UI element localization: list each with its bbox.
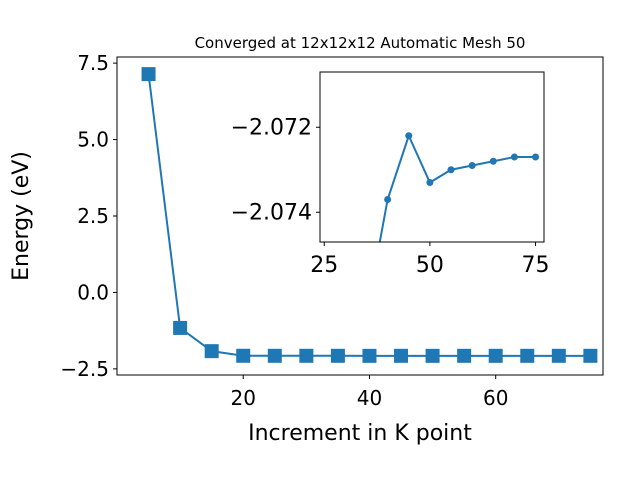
inset-data-point-3 (426, 179, 434, 186)
main-data-point-3 (236, 348, 251, 363)
main-data-point-12 (520, 348, 535, 363)
inset-data-point-1 (384, 196, 392, 203)
inset-y-tick-label-1: −2.072 (231, 115, 312, 140)
inset-data-point-2 (405, 132, 413, 140)
inset-x-tick-label-2: 75 (522, 253, 550, 278)
main-data-point-1 (173, 320, 188, 335)
inset-data-point-7 (510, 153, 518, 161)
main-data-point-11 (488, 348, 503, 363)
y-axis-label: Energy (eV) (9, 151, 34, 281)
main-data-point-0 (141, 67, 156, 82)
main-data-point-8 (394, 348, 409, 363)
inset-data-point-8 (532, 153, 540, 161)
inset-data-point-0 (363, 311, 370, 318)
main-y-tick-label-3: 5.0 (77, 128, 109, 152)
main-x-tick-label-1: 40 (357, 386, 382, 410)
main-data-point-4 (267, 348, 282, 363)
inset-data-point-4 (447, 166, 455, 174)
main-y-tick-label-2: 2.5 (77, 204, 109, 228)
main-data-point-10 (457, 348, 472, 363)
main-x-tick-label-2: 60 (483, 386, 508, 410)
inset-data-point-6 (489, 157, 497, 165)
x-axis-label: Increment in K point (248, 421, 472, 446)
main-data-point-6 (330, 348, 345, 363)
inset-x-tick-label-0: 25 (310, 253, 338, 278)
main-plot-area: 20 40 60 −2.5 0.0 2.5 5.0 7.5 (60, 51, 604, 410)
inset-y-tick-label-0: −2.074 (231, 200, 312, 225)
inset-plot-area: 25 50 75 −2.074 −2.072 (231, 71, 550, 318)
main-data-point-7 (362, 348, 377, 363)
inset-frame (319, 71, 545, 243)
main-data-point-2 (204, 344, 219, 359)
main-series (141, 67, 598, 363)
inset-x-tick-label-1: 50 (416, 253, 444, 278)
inset-background (320, 72, 544, 242)
main-data-point-13 (551, 348, 566, 363)
main-y-tick-label-1: 0.0 (77, 280, 109, 304)
main-data-point-5 (299, 348, 314, 363)
main-y-tick-label-0: −2.5 (60, 357, 109, 381)
chart-title: Converged at 12x12x12 Automatic Mesh 50 (195, 34, 526, 52)
inset-series (363, 132, 540, 318)
inset-data-point-5 (468, 162, 476, 169)
main-data-point-9 (425, 348, 440, 363)
main-y-tick-label-4: 7.5 (77, 51, 109, 75)
main-data-point-14 (583, 348, 598, 363)
main-x-tick-label-0: 20 (231, 386, 256, 410)
